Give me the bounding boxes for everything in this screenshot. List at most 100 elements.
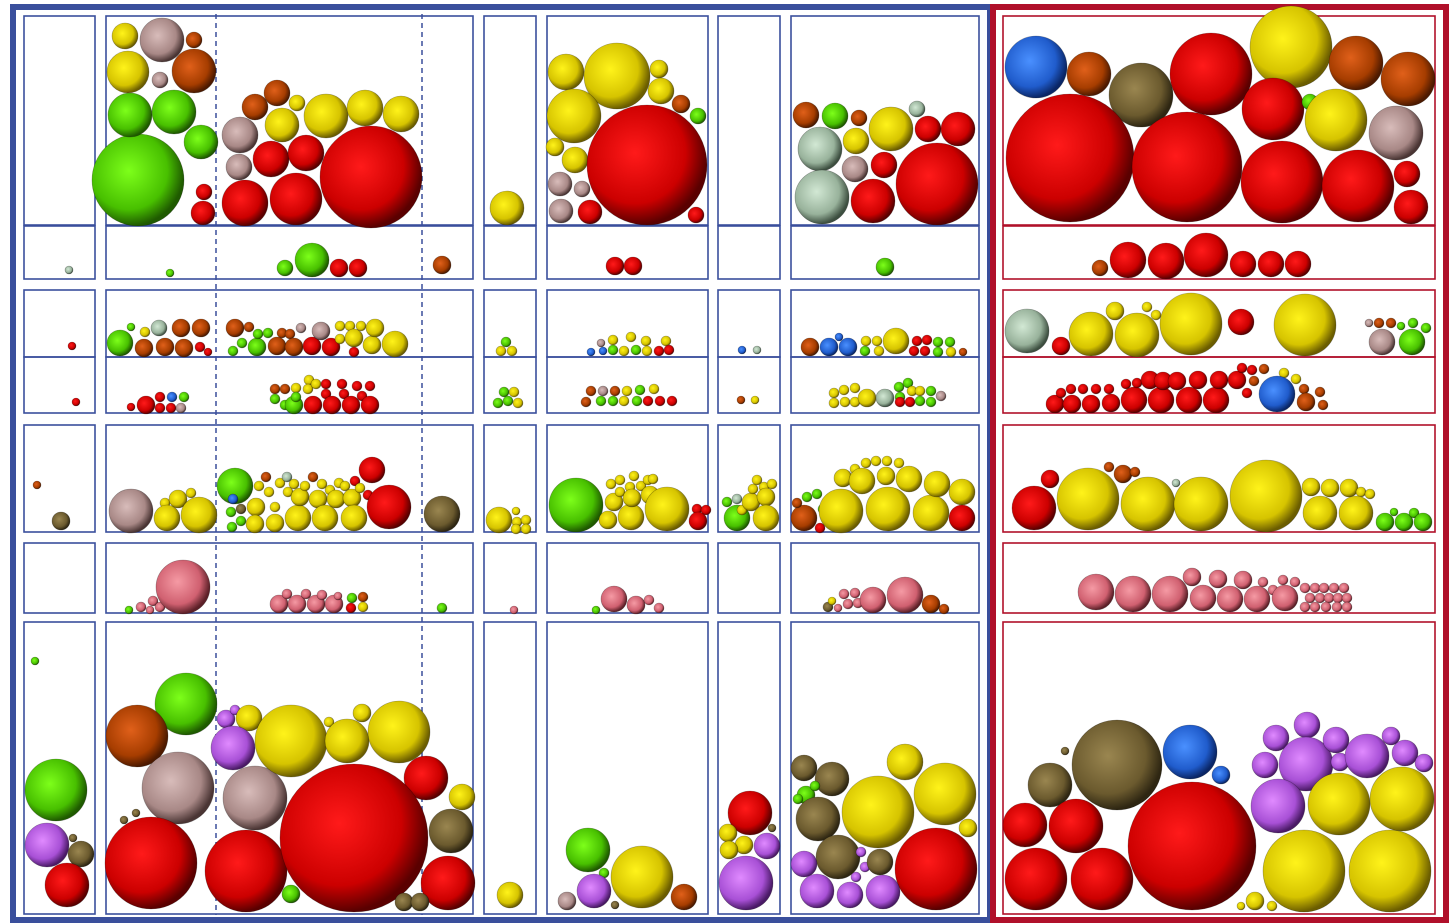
bubble-brown [284, 337, 304, 357]
bubble-red [1120, 386, 1148, 414]
cell-left-r3-c3 [546, 356, 709, 414]
cell-left-r3-c2 [483, 356, 537, 414]
bubble-red [345, 602, 357, 614]
bubble-red [204, 829, 288, 913]
bubble-yellow [860, 457, 872, 469]
cell-left-r6-c3 [546, 621, 709, 915]
bubble-mauve [311, 321, 331, 341]
bubble-green [269, 393, 281, 405]
bubble-pink [1216, 585, 1244, 613]
bubble-green [183, 124, 219, 160]
bubble-yellow [354, 482, 366, 494]
bubble-pink [1304, 592, 1316, 604]
bubble-yellow [355, 320, 367, 332]
bubble-green [290, 391, 302, 403]
bubble-brown [267, 336, 287, 356]
bubble-green [502, 395, 514, 407]
bubble-yellow [1245, 891, 1265, 911]
bubble-yellow [747, 483, 759, 495]
bubble-yellow [1339, 478, 1359, 498]
bubble-yellow [1120, 476, 1176, 532]
bubble-mauve [597, 385, 609, 397]
bubble-red [895, 142, 979, 226]
cell-left-r6-c4 [717, 621, 781, 915]
bubble-green [1375, 512, 1395, 532]
bubble-yellow [139, 326, 151, 338]
bubble-sage [797, 126, 843, 172]
bubble-red [360, 395, 380, 415]
bubble-pink [281, 588, 293, 600]
bubble-red [605, 256, 625, 276]
bubble-yellow [302, 383, 314, 395]
bubble-green [106, 329, 134, 357]
bubble-green [178, 391, 190, 403]
bubble-pink [1077, 573, 1115, 611]
bubble-green [721, 496, 733, 508]
bubble-yellow [841, 775, 915, 849]
bubble-red [203, 347, 213, 357]
bubble-brown [279, 383, 291, 395]
bubble-olive [1071, 719, 1163, 811]
cell-right-r4 [1002, 424, 1436, 533]
bubble-yellow [647, 473, 659, 485]
bubble-red [194, 341, 206, 353]
bubble-brown [736, 395, 746, 405]
bubble-yellow [607, 334, 619, 346]
bubble-blue [1258, 375, 1296, 413]
bubble-yellow [849, 382, 861, 394]
bubble-yellow [1320, 478, 1340, 498]
bubble-sage [794, 169, 850, 225]
bubble-brown [580, 396, 592, 408]
bubble-blue [166, 391, 178, 403]
bubble-red [911, 335, 923, 347]
cell-left-r0-c0 [23, 15, 96, 226]
bubble-yellow [511, 506, 521, 516]
bubble-yellow [719, 840, 739, 860]
bubble-purple [1262, 724, 1290, 752]
bubble-purple [865, 874, 901, 910]
bubble-green [1396, 321, 1406, 331]
bubble-yellow [381, 330, 409, 358]
bubble-red [1321, 149, 1395, 223]
bubble-green [281, 884, 301, 904]
bubble-yellow [635, 480, 647, 492]
bubble-yellow [1364, 488, 1376, 500]
bubble-red [1227, 370, 1247, 390]
cell-right-r5 [1002, 542, 1436, 614]
bubble-red [1257, 250, 1285, 278]
bubble-yellow [344, 328, 364, 348]
bubble-blue [737, 345, 747, 355]
bubble-yellow [235, 704, 263, 732]
bubble-yellow [288, 94, 306, 112]
bubble-red [623, 256, 643, 276]
bubble-pink [1314, 592, 1326, 604]
bubble-yellow [246, 497, 266, 517]
bubble-olive [790, 754, 818, 782]
bubble-brown [1298, 383, 1310, 395]
bubble-yellow [324, 718, 370, 764]
bubble-yellow [485, 506, 513, 534]
bubble-blue [834, 332, 844, 342]
bubble-red [1147, 386, 1175, 414]
bubble-red [1236, 362, 1248, 374]
bubble-red [403, 755, 449, 801]
bubble-red [1040, 469, 1060, 489]
cell-left-r0-c2 [483, 15, 537, 226]
cell-right-r6 [1002, 621, 1436, 915]
bubble-green [436, 602, 448, 614]
cell-left-r4-c2 [483, 424, 537, 533]
bubble-green [216, 467, 254, 505]
bubble-brown [269, 383, 281, 395]
bubble-yellow [895, 465, 923, 493]
bubble-yellow [647, 77, 675, 105]
bubble-pink [1289, 576, 1301, 588]
bubble-yellow [1236, 901, 1246, 911]
bubble-yellow [912, 494, 950, 532]
bubble-red [919, 345, 931, 357]
bubble-brown [191, 318, 211, 338]
bubble-pink [842, 598, 854, 610]
bubble-green [932, 336, 944, 348]
bubble-pink [849, 587, 861, 599]
bubble-green [1398, 328, 1426, 356]
bubble-yellow [153, 504, 181, 532]
